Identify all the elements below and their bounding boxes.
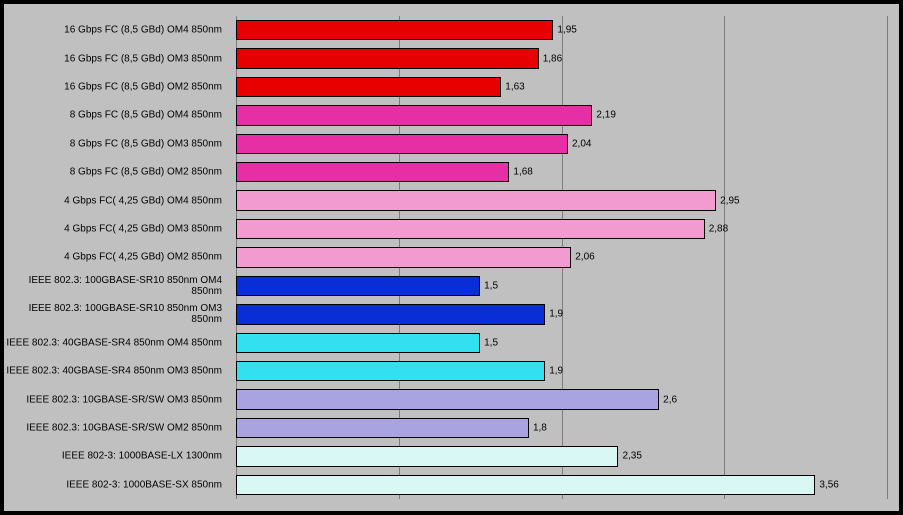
bar-value: 1,9 [549,309,563,320]
bar-wrapper: 2,6 [236,389,887,409]
bar-row: IEEE 802.3: 100GBASE-SR10 850nm OM3 850n… [4,300,887,328]
bar-rows-container: 16 Gbps FC (8,5 GBd) OM4 850nm1,9516 Gbp… [4,16,899,499]
bar-wrapper: 1,5 [236,333,887,353]
bar-value: 1,68 [513,167,532,178]
bar [236,20,553,40]
bar-row: 8 Gbps FC (8,5 GBd) OM4 850nm 2,19 [4,101,887,129]
bar [236,389,659,409]
bar-value: 2,95 [720,195,739,206]
bar-label: 16 Gbps FC (8,5 GBd) OM3 850nm [4,53,228,64]
bar-value: 2,88 [709,224,728,235]
bar-value: 2,6 [663,394,677,405]
bar-wrapper: 1,9 [236,361,887,381]
bar-value: 1,86 [543,53,562,64]
bar-row: 4 Gbps FC( 4,25 GBd) OM4 850nm 2,95 [4,186,887,214]
bar-value: 2,06 [575,252,594,263]
bar-value: 1,63 [505,82,524,93]
bar [236,304,545,324]
bar-row: 8 Gbps FC (8,5 GBd) OM3 850nm 2,04 [4,130,887,158]
chart-frame: 16 Gbps FC (8,5 GBd) OM4 850nm1,9516 Gbp… [0,0,903,515]
bar-value: 2,04 [572,138,591,149]
bar-value: 1,5 [484,280,498,291]
bar-wrapper: 1,5 [236,276,887,296]
bar-label: IEEE 802-3: 1000BASE-LX 1300nm [4,451,228,462]
bar-label: 16 Gbps FC (8,5 GBd) OM4 850nm [4,25,228,36]
bar-label: IEEE 802.3: 100GBASE-SR10 850nm OM4 850n… [4,275,228,297]
bar [236,475,815,495]
bar [236,361,545,381]
bar-wrapper: 2,88 [236,219,887,239]
bar-wrapper: 1,68 [236,162,887,182]
bar-wrapper: 2,06 [236,247,887,267]
bar-label: 16 Gbps FC (8,5 GBd) OM2 850nm [4,82,228,93]
bar-wrapper: 2,35 [236,446,887,466]
bar-value: 1,5 [484,337,498,348]
bar-row: 16 Gbps FC (8,5 GBd) OM3 850nm 1,86 [4,44,887,72]
bar-label: 4 Gbps FC( 4,25 GBd) OM4 850nm [4,195,228,206]
bar-row: IEEE 802.3: 40GBASE-SR4 850nm OM4 850nm 1… [4,329,887,357]
bar-label: IEEE 802.3: 100GBASE-SR10 850nm OM3 850n… [4,303,228,325]
bar-wrapper: 1,86 [236,48,887,68]
bar-label: IEEE 802.3: 40GBASE-SR4 850nm OM4 850nm [4,337,228,348]
bar-label: 4 Gbps FC( 4,25 GBd) OM3 850nm [4,224,228,235]
bar-value: 2,19 [596,110,615,121]
bar-value: 1,8 [533,422,547,433]
bar [236,105,592,125]
bar-wrapper: 3,56 [236,475,887,495]
bar-row: IEEE 802.3: 40GBASE-SR4 850nm OM3 850nm 1… [4,357,887,385]
bar-row: IEEE 802.3: 100GBASE-SR10 850nm OM4 850n… [4,272,887,300]
bar-label: IEEE 802.3: 10GBASE-SR/SW OM2 850nm [4,422,228,433]
bar-wrapper: 1,9 [236,304,887,324]
bar [236,77,501,97]
bar [236,162,509,182]
bar-row: 4 Gbps FC( 4,25 GBd) OM2 850nm 2,06 [4,243,887,271]
bar-value: 1,9 [549,366,563,377]
bar-row: 8 Gbps FC (8,5 GBd) OM2 850nm 1,68 [4,158,887,186]
bar-row: 16 Gbps FC (8,5 GBd) OM2 850nm 1,63 [4,73,887,101]
bar [236,446,618,466]
bar [236,333,480,353]
bar-row: 4 Gbps FC( 4,25 GBd) OM3 850nm 2,88 [4,215,887,243]
bar-row: IEEE 802.3: 10GBASE-SR/SW OM3 850nm 2,6 [4,385,887,413]
bar-wrapper: 1,63 [236,77,887,97]
bar [236,48,539,68]
bar-row: IEEE 802-3: 1000BASE-LX 1300nm 2,35 [4,442,887,470]
bar [236,418,529,438]
bar-value: 2,35 [622,451,641,462]
bar-row: IEEE 802-3: 1000BASE-SX 850nm 3,56 [4,471,887,499]
bar [236,276,480,296]
bar-wrapper: 2,95 [236,190,887,210]
bar-label: 4 Gbps FC( 4,25 GBd) OM2 850nm [4,252,228,263]
bar-wrapper: 2,19 [236,105,887,125]
bar-label: 8 Gbps FC (8,5 GBd) OM3 850nm [4,138,228,149]
bar-label: IEEE 802.3: 10GBASE-SR/SW OM3 850nm [4,394,228,405]
bar-wrapper: 2,04 [236,134,887,154]
bar-label: 8 Gbps FC (8,5 GBd) OM4 850nm [4,110,228,121]
bar-wrapper: 1,95 [236,20,887,40]
bar-label: IEEE 802.3: 40GBASE-SR4 850nm OM3 850nm [4,366,228,377]
bar-value: 1,95 [557,25,576,36]
bar-label: IEEE 802-3: 1000BASE-SX 850nm [4,479,228,490]
bar [236,247,571,267]
bar [236,219,705,239]
bar-row: 16 Gbps FC (8,5 GBd) OM4 850nm 1,95 [4,16,887,44]
bar-value: 3,56 [819,479,838,490]
bar [236,134,568,154]
bar-label: 8 Gbps FC (8,5 GBd) OM2 850nm [4,167,228,178]
bar [236,190,716,210]
bar-wrapper: 1,8 [236,418,887,438]
bar-row: IEEE 802.3: 10GBASE-SR/SW OM2 850nm 1,8 [4,414,887,442]
